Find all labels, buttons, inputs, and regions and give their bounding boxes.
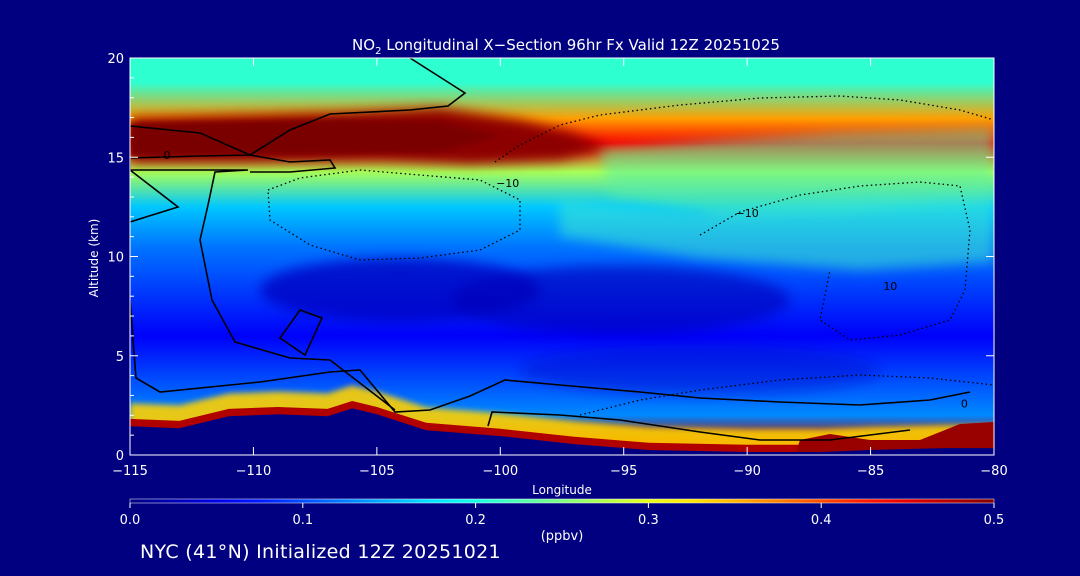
x-tick-label: −110 — [236, 464, 272, 479]
stratospheric-red-core — [130, 120, 500, 156]
dotted-contour-neg10-west — [267, 169, 521, 261]
chart-title-subscript: 2 — [375, 46, 381, 57]
colorbar-tick-label: 0.5 — [984, 513, 1005, 528]
chart-title-rest: Longitudinal X−Section 96hr Fx Valid 12Z… — [381, 36, 779, 54]
colorbar-tick-label: 0.3 — [638, 513, 659, 528]
colorbar-tick-label: 0.4 — [811, 513, 832, 528]
colorbar-unit-label: (ppbv) — [541, 529, 584, 544]
x-axis-label: Longitude — [532, 483, 592, 497]
contour-labels: −10 −10 10 0 0 — [164, 149, 968, 410]
dotted-contour-neg10-east — [699, 181, 971, 341]
x-tick-label: −90 — [733, 464, 760, 479]
contour-label: −10 — [736, 207, 759, 220]
contour-label: −10 — [496, 177, 519, 190]
solid-contours — [130, 58, 971, 441]
y-axis-label: Altitude (km) — [87, 219, 101, 298]
contour-label: 10 — [883, 280, 897, 293]
y-tick-label: 10 — [107, 251, 124, 266]
dotted-contours — [267, 95, 994, 416]
x-axis: −115 −110 −105 −100 −95 −90 −85 −80 — [112, 58, 1008, 479]
y-tick-label: 5 — [116, 350, 124, 365]
contour-surface-east — [487, 411, 911, 441]
y-tick-label: 0 — [116, 449, 124, 464]
mid-cyan-band-east — [560, 196, 994, 270]
y-tick-label: 15 — [107, 151, 124, 166]
chart-title-main: NO — [352, 36, 375, 54]
x-tick-label: −105 — [359, 464, 395, 479]
initialization-info: NYC (41°N) Initialized 12Z 20251021 — [140, 541, 501, 563]
x-tick-label: −100 — [482, 464, 518, 479]
trop-min-center — [450, 266, 790, 334]
colorbar-ticks: 0.0 0.1 0.2 0.3 0.4 0.5 — [120, 503, 1005, 528]
east-surface-max — [795, 422, 994, 455]
contour-stratosphere — [130, 125, 396, 411]
terrain-mask — [130, 408, 994, 455]
x-tick-label: −80 — [980, 464, 1007, 479]
plot-area: −10 −10 10 0 0 — [130, 58, 994, 455]
contour-west-low — [130, 169, 180, 223]
y-axis: 0 5 10 15 20 — [107, 52, 994, 464]
contour-west-outer — [130, 299, 971, 413]
x-tick-label: −95 — [610, 464, 637, 479]
colorbar-tick-label: 0.2 — [465, 513, 486, 528]
colorbar: 0.0 0.1 0.2 0.3 0.4 0.5 (ppbv) — [120, 498, 1005, 544]
colorbar-tick-label: 0.0 — [120, 513, 141, 528]
contour-top — [247, 58, 467, 173]
contour-label: 0 — [164, 149, 171, 162]
contour-polygon — [278, 309, 324, 357]
chart-title: NO2 Longitudinal X−Section 96hr Fx Valid… — [352, 36, 780, 57]
colorbar-strip — [129, 498, 995, 504]
upper-green-band-east — [600, 128, 994, 215]
y-tick-label: 20 — [107, 52, 124, 67]
x-tick-label: −115 — [112, 464, 148, 479]
x-tick-label: −85 — [857, 464, 884, 479]
colorbar-tick-label: 0.1 — [292, 513, 313, 528]
dotted-contour-lower — [579, 374, 994, 416]
contour-label: 0 — [961, 397, 968, 410]
trop-patch-south — [520, 345, 880, 395]
